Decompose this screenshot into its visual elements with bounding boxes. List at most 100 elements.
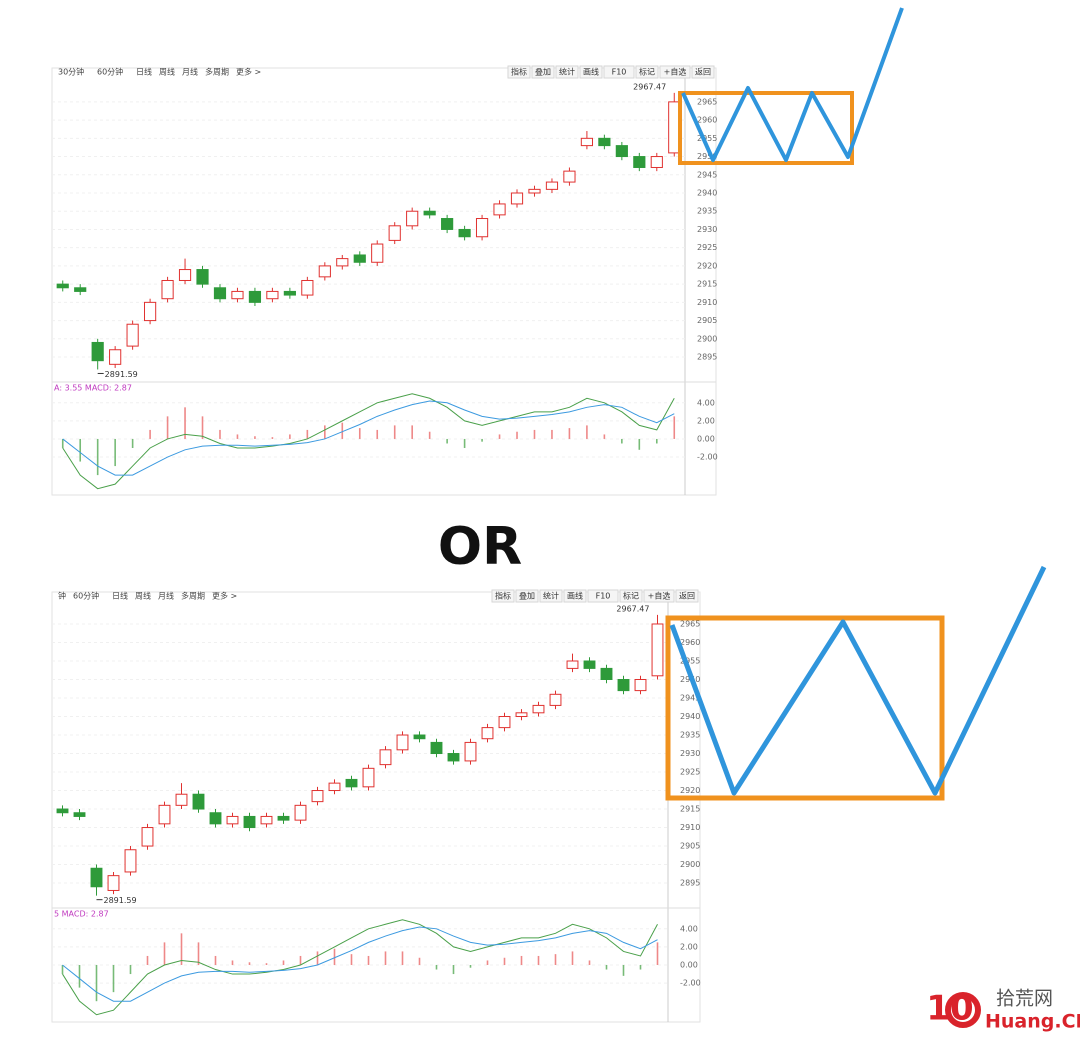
- site-domain: Huang.CN: [985, 1011, 1080, 1033]
- candle-body: [481, 727, 494, 740]
- tool-button[interactable]: [563, 589, 587, 603]
- y-tick-label: 2920: [680, 786, 700, 795]
- tool-button[interactable]: [531, 65, 555, 79]
- macd-bar: [586, 425, 588, 439]
- tool-button[interactable]: [691, 65, 715, 79]
- tool-label[interactable]: +自选: [648, 591, 671, 601]
- candle-body: [311, 790, 324, 803]
- period-tab[interactable]: 日线: [136, 67, 152, 77]
- dif-line: [62, 919, 658, 1016]
- tool-label[interactable]: 画线: [583, 67, 599, 77]
- tool-label[interactable]: 标记: [639, 67, 655, 77]
- tool-label[interactable]: 叠加: [535, 67, 551, 77]
- tool-button[interactable]: [619, 589, 643, 603]
- tool-label[interactable]: 返回: [695, 68, 711, 77]
- period-tab[interactable]: 月线: [158, 591, 174, 601]
- candle-body: [283, 290, 296, 296]
- tool-label[interactable]: F10: [612, 68, 627, 77]
- candle-body: [423, 210, 436, 216]
- macd-bar: [112, 965, 115, 993]
- tool-button[interactable]: [587, 589, 619, 603]
- macd-bar: [603, 434, 606, 439]
- tool-button[interactable]: [659, 65, 691, 79]
- tool-button[interactable]: [603, 65, 635, 79]
- tool-button[interactable]: [643, 589, 675, 603]
- tool-button[interactable]: [491, 589, 515, 603]
- candle-body: [583, 660, 596, 669]
- period-tab[interactable]: 多周期: [181, 591, 205, 601]
- logo-ring: [945, 992, 981, 1028]
- candle-body: [109, 349, 122, 365]
- macd-bar: [95, 965, 98, 1002]
- macd-bar: [639, 965, 642, 970]
- tool-label[interactable]: 指标: [511, 67, 527, 77]
- macd-bar: [306, 429, 309, 439]
- macd-bar: [428, 431, 431, 439]
- candle-body: [458, 228, 471, 238]
- candle-body: [580, 137, 593, 147]
- macd-bar: [463, 438, 466, 448]
- macd-bar: [621, 438, 623, 444]
- macd-bar: [265, 963, 268, 965]
- tool-label[interactable]: F10: [596, 592, 611, 601]
- tool-label[interactable]: 统计: [559, 67, 575, 77]
- tool-label[interactable]: 返回: [679, 592, 695, 601]
- candle-body: [617, 679, 630, 692]
- tool-button[interactable]: [675, 589, 699, 603]
- tool-label[interactable]: 统计: [543, 591, 559, 601]
- candle-body: [510, 192, 524, 205]
- candle-body: [175, 793, 188, 806]
- y2-tick-label: 2.00: [697, 416, 715, 425]
- macd-bar: [146, 955, 149, 965]
- macd-bar: [201, 416, 204, 439]
- period-tab[interactable]: 更多 >: [212, 591, 237, 601]
- macd-bar: [358, 428, 361, 439]
- macd-bar: [533, 429, 536, 439]
- tool-button[interactable]: [579, 65, 603, 79]
- candle-body: [515, 712, 528, 718]
- y2-tick-label: -2.00: [697, 453, 718, 462]
- candle-body: [563, 170, 576, 183]
- macd-bar: [418, 957, 421, 965]
- period-tab[interactable]: 周线: [159, 67, 175, 77]
- period-tab[interactable]: 钟: [58, 591, 66, 601]
- candle-body: [277, 815, 290, 821]
- period-tab[interactable]: 更多 >: [236, 67, 261, 77]
- plot-frame: [51, 591, 701, 1023]
- dea-line: [62, 926, 658, 1002]
- tool-button[interactable]: [515, 589, 539, 603]
- tool-label[interactable]: 叠加: [519, 591, 535, 601]
- period-tab[interactable]: 多周期: [205, 67, 229, 77]
- tool-button[interactable]: [539, 589, 563, 603]
- period-tab[interactable]: 60分钟: [73, 591, 99, 601]
- macd-bar: [180, 933, 183, 965]
- macd-bar: [638, 438, 641, 450]
- candle-body: [413, 734, 426, 740]
- y-tick-label: 2950: [697, 152, 717, 161]
- candle-body: [74, 287, 87, 292]
- high-label: 2967.47: [633, 82, 666, 91]
- macd-bar: [324, 425, 326, 439]
- y2-tick-label: 0.00: [697, 434, 715, 443]
- y2-tick-label: -2.00: [680, 979, 701, 988]
- tool-button[interactable]: [635, 65, 659, 79]
- candle-body: [294, 804, 307, 821]
- period-tab[interactable]: 月线: [182, 67, 198, 77]
- period-tab[interactable]: 周线: [135, 591, 151, 601]
- period-tab[interactable]: 日线: [112, 591, 128, 601]
- candle-body: [248, 290, 262, 303]
- y-tick-label: 2900: [680, 860, 700, 869]
- candle-body: [396, 734, 409, 751]
- tool-button[interactable]: [555, 65, 579, 79]
- tool-label[interactable]: 标记: [623, 591, 639, 601]
- tool-button[interactable]: [507, 65, 531, 79]
- period-tab[interactable]: 30分钟: [58, 67, 84, 77]
- period-tab[interactable]: 60分钟: [97, 67, 123, 77]
- tool-label[interactable]: 指标: [495, 591, 511, 601]
- macd-bar: [214, 955, 217, 965]
- macd-bar: [236, 434, 239, 439]
- tool-label[interactable]: 画线: [567, 591, 583, 601]
- macd-bar: [376, 429, 379, 439]
- tool-label[interactable]: +自选: [664, 67, 687, 77]
- macd-bar: [61, 965, 64, 975]
